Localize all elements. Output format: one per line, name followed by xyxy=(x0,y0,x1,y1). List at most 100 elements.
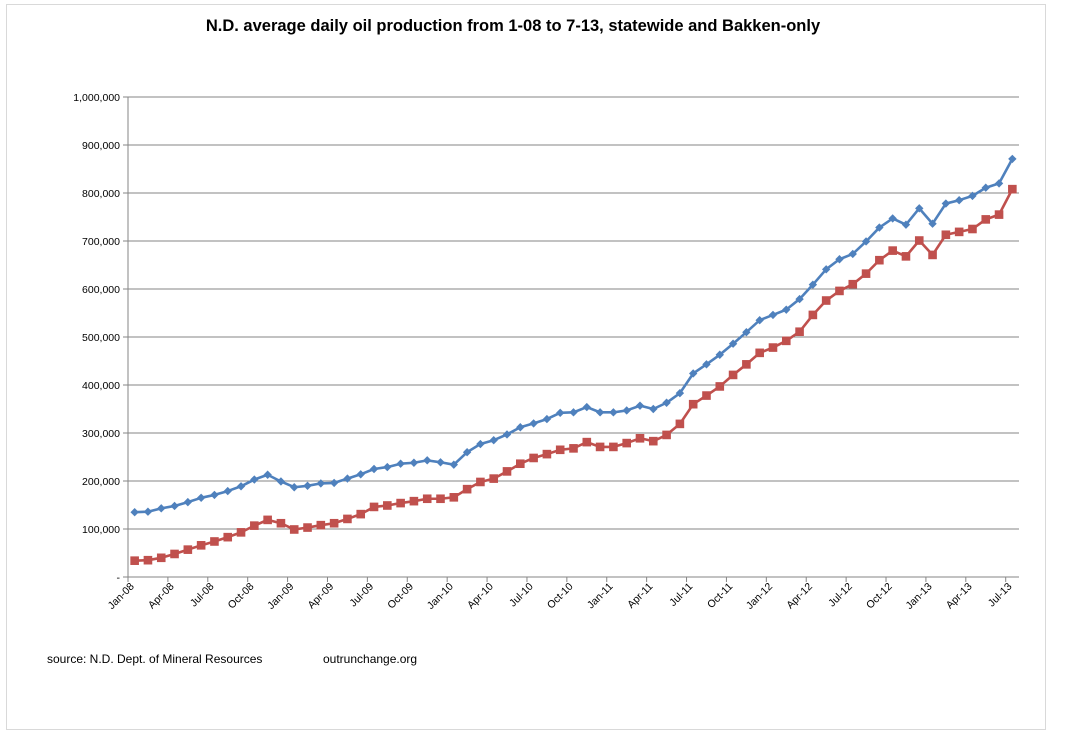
data-point xyxy=(289,525,299,534)
series-group xyxy=(130,184,1017,565)
data-point xyxy=(170,501,179,511)
series-group xyxy=(130,154,1017,517)
data-point xyxy=(556,408,565,418)
data-point xyxy=(635,401,645,410)
data-point xyxy=(968,191,977,201)
data-point xyxy=(356,470,365,479)
y-tick-label: 800,000 xyxy=(82,188,120,200)
y-tick-label: 200,000 xyxy=(82,476,120,488)
data-point xyxy=(303,481,312,490)
data-point xyxy=(449,460,459,469)
data-point xyxy=(276,518,286,528)
x-tick-label: Apr-11 xyxy=(625,581,655,611)
data-point xyxy=(516,459,525,469)
y-tick-label: 100,000 xyxy=(82,524,120,536)
data-point xyxy=(954,196,964,205)
data-point xyxy=(595,408,605,417)
data-point xyxy=(223,532,233,542)
data-point xyxy=(476,477,485,487)
data-point xyxy=(316,520,326,530)
data-point xyxy=(303,523,312,532)
data-point xyxy=(569,408,578,417)
x-tick-label: Jan-09 xyxy=(265,581,296,612)
data-point xyxy=(648,436,658,446)
data-point xyxy=(901,220,911,229)
data-point xyxy=(489,436,498,445)
data-point xyxy=(422,494,432,504)
x-tick-label: Jul-12 xyxy=(826,581,855,610)
data-point xyxy=(702,391,711,400)
chart-frame xyxy=(6,4,1046,730)
data-point xyxy=(542,414,552,424)
data-point xyxy=(821,296,831,305)
site-note: outrunchange.org xyxy=(323,652,418,666)
data-point xyxy=(476,439,485,449)
data-point xyxy=(848,279,858,289)
data-point xyxy=(755,316,764,325)
data-point xyxy=(715,350,724,359)
data-point xyxy=(675,419,685,429)
data-point xyxy=(622,438,631,448)
data-point xyxy=(130,556,139,565)
y-tick-label: 300,000 xyxy=(82,428,120,440)
y-tick-label: 400,000 xyxy=(82,380,120,392)
y-tick-label: 500,000 xyxy=(82,332,120,344)
data-point xyxy=(196,541,206,550)
data-point xyxy=(928,250,937,260)
data-point xyxy=(250,475,259,484)
x-tick-label: Oct-10 xyxy=(545,581,576,612)
x-tick-label: Jul-11 xyxy=(667,581,695,609)
data-point xyxy=(396,459,405,468)
data-point xyxy=(582,437,592,447)
grid-lines xyxy=(128,96,1019,530)
data-point xyxy=(662,430,671,440)
data-point xyxy=(861,269,871,278)
data-point xyxy=(423,456,432,465)
chart-title: N.D. average daily oil production from 1… xyxy=(206,17,821,35)
x-tick-label: Jan-08 xyxy=(106,581,137,612)
data-point xyxy=(848,249,857,259)
data-point xyxy=(795,327,804,337)
series xyxy=(130,154,1017,565)
data-point xyxy=(662,398,671,407)
data-point xyxy=(609,442,618,452)
data-point xyxy=(875,223,884,232)
y-tick-label: - xyxy=(117,572,121,584)
data-point xyxy=(449,493,459,502)
x-tick-label: Apr-13 xyxy=(944,581,975,612)
data-point xyxy=(143,555,153,565)
data-point xyxy=(369,502,379,512)
x-tick-label: Jul-13 xyxy=(986,581,1015,610)
y-axis-ticks: - 100,000 200,000 300,000 400,000 500,000 600,… xyxy=(73,92,128,584)
data-point xyxy=(489,474,499,483)
data-point xyxy=(143,507,153,516)
source-note: source: N.D. Dept. of Mineral Resources xyxy=(47,652,263,666)
data-point xyxy=(768,310,778,320)
data-point xyxy=(236,528,246,537)
data-point xyxy=(502,467,512,476)
data-point xyxy=(675,388,685,398)
x-tick-label: Apr-12 xyxy=(784,581,815,612)
data-point xyxy=(954,227,964,237)
data-point xyxy=(649,404,658,414)
data-point xyxy=(569,444,578,453)
data-point xyxy=(409,458,419,467)
data-point xyxy=(236,482,246,491)
series-line xyxy=(134,158,1014,514)
x-tick-label: Jan-11 xyxy=(585,581,616,612)
data-point xyxy=(170,549,179,559)
data-point xyxy=(396,498,405,508)
data-point xyxy=(130,508,139,517)
data-point xyxy=(595,442,605,452)
data-point xyxy=(994,210,1004,219)
data-point xyxy=(436,458,445,467)
data-point xyxy=(715,382,725,391)
x-tick-label: Jan-12 xyxy=(744,581,775,612)
y-tick-label: 600,000 xyxy=(82,284,120,296)
data-point xyxy=(861,237,871,246)
data-point xyxy=(635,433,645,443)
data-point xyxy=(742,328,751,337)
data-point xyxy=(981,183,990,192)
data-point xyxy=(742,360,751,369)
